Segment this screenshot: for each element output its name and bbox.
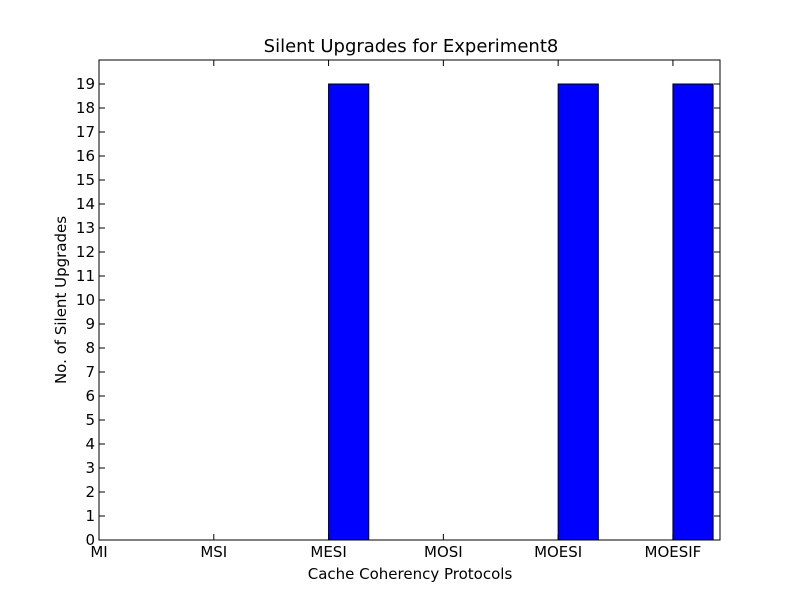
y-tick-label: 7: [85, 363, 95, 381]
y-tick-label: 12: [76, 243, 95, 261]
y-tick-label: 13: [76, 219, 95, 237]
bar-mesi: [328, 83, 370, 541]
bars: [328, 83, 714, 541]
y-tick-label: 16: [76, 147, 95, 165]
y-tick-label: 1: [85, 507, 95, 525]
plot-frame: [98, 59, 721, 541]
x-axis-ticks: MI MSI MESI MOSI MOESI MOESIF: [90, 60, 701, 561]
x-tick-label-mi: MI: [90, 543, 107, 561]
y-tick-label: 17: [76, 123, 95, 141]
x-tick-label-mosi: MOSI: [424, 543, 463, 561]
x-tick-label-msi: MSI: [200, 543, 227, 561]
y-tick-label: 10: [76, 291, 95, 309]
y-axis-label: No. of Silent Upgrades: [52, 216, 70, 384]
y-tick-label: 0: [85, 531, 95, 549]
y-tick-label: 14: [76, 195, 95, 213]
x-tick-label-mesi: MESI: [310, 543, 346, 561]
y-tick-label: 5: [85, 411, 95, 429]
y-tick-label: 11: [76, 267, 95, 285]
y-tick-label: 6: [85, 387, 95, 405]
y-tick-label: 19: [76, 75, 95, 93]
x-tick-label-moesi: MOESI: [534, 543, 582, 561]
y-tick-label: 18: [76, 99, 95, 117]
chart-title: Silent Upgrades for Experiment8: [264, 36, 559, 57]
y-tick-label: 2: [85, 483, 95, 501]
bar-moesi: [557, 83, 599, 541]
y-tick-label: 15: [76, 171, 95, 189]
x-tick-label-moesif: MOESIF: [645, 543, 702, 561]
y-tick-label: 3: [85, 459, 95, 477]
x-axis-label: Cache Coherency Protocols: [308, 565, 513, 583]
bar-moesif: [672, 83, 714, 541]
y-tick-label: 9: [85, 315, 95, 333]
y-tick-label: 8: [85, 339, 95, 357]
y-tick-label: 4: [85, 435, 95, 453]
